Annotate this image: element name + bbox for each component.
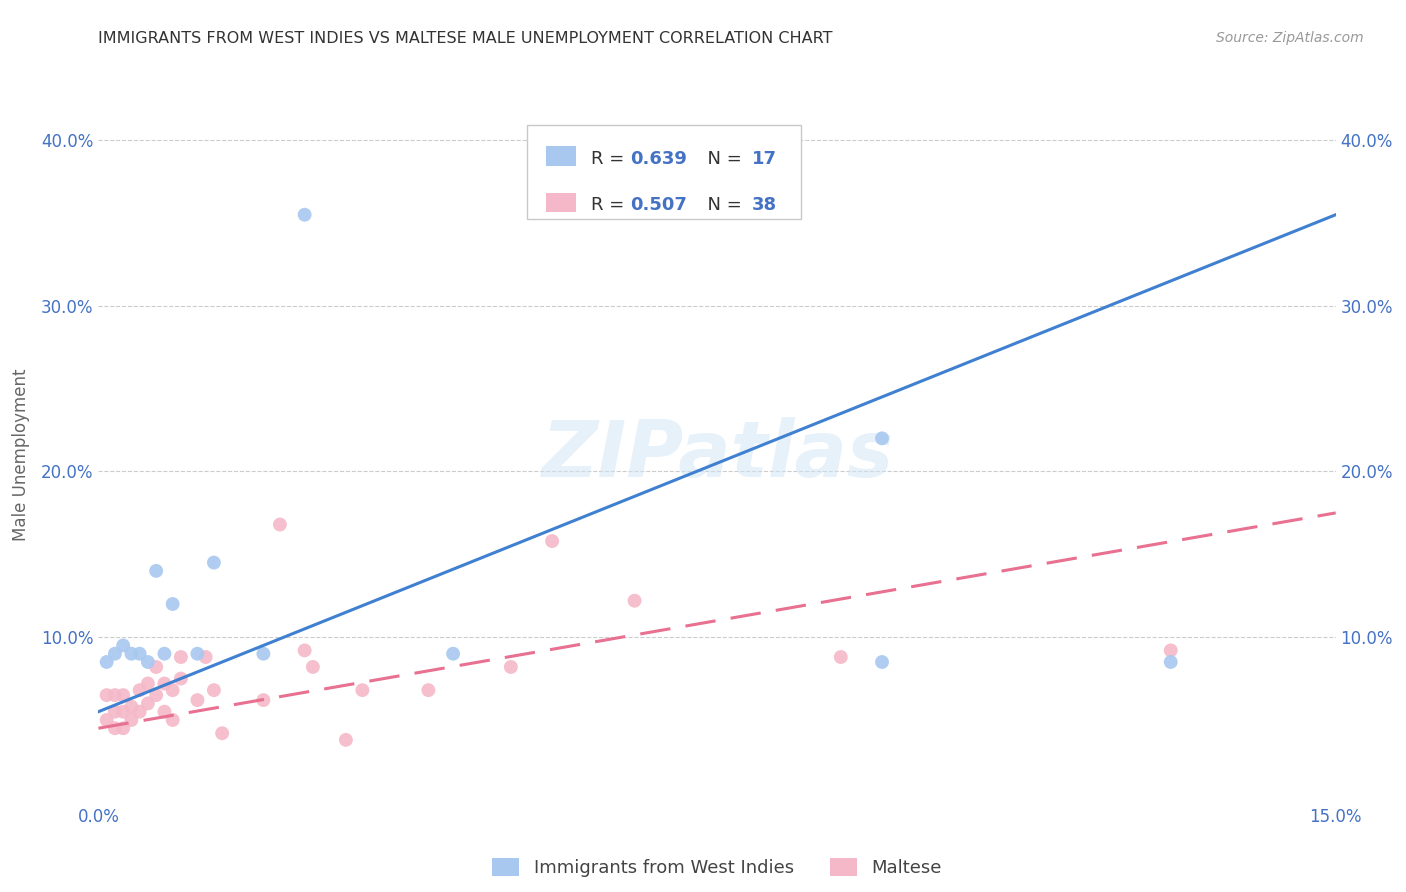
Text: 38: 38 bbox=[752, 196, 778, 214]
Point bbox=[120, 647, 142, 661]
Point bbox=[194, 650, 217, 665]
Point bbox=[96, 655, 118, 669]
Point bbox=[112, 705, 135, 719]
Point bbox=[830, 650, 852, 665]
Point bbox=[211, 726, 233, 740]
Point bbox=[128, 647, 150, 661]
Point bbox=[352, 683, 374, 698]
Point bbox=[294, 208, 316, 222]
Point bbox=[1160, 643, 1182, 657]
Point bbox=[145, 564, 167, 578]
Text: N =: N = bbox=[696, 150, 748, 168]
Y-axis label: Male Unemployment: Male Unemployment bbox=[11, 368, 30, 541]
Text: Source: ZipAtlas.com: Source: ZipAtlas.com bbox=[1216, 31, 1364, 45]
Point bbox=[153, 676, 176, 690]
Point bbox=[104, 688, 127, 702]
Point bbox=[162, 713, 184, 727]
Point bbox=[1160, 655, 1182, 669]
Point bbox=[136, 697, 159, 711]
Text: R =: R = bbox=[591, 196, 630, 214]
Point bbox=[252, 693, 274, 707]
Point bbox=[441, 647, 464, 661]
Point bbox=[499, 660, 522, 674]
Point bbox=[153, 647, 176, 661]
Point bbox=[162, 597, 184, 611]
Point bbox=[335, 732, 357, 747]
Point bbox=[96, 713, 118, 727]
Text: R =: R = bbox=[591, 150, 630, 168]
Point bbox=[120, 713, 142, 727]
Point bbox=[136, 655, 159, 669]
Text: 0.507: 0.507 bbox=[630, 196, 686, 214]
Point bbox=[120, 699, 142, 714]
Text: N =: N = bbox=[696, 196, 748, 214]
Point bbox=[202, 556, 225, 570]
Point bbox=[269, 517, 291, 532]
Point bbox=[136, 676, 159, 690]
Point bbox=[112, 721, 135, 735]
Point bbox=[252, 647, 274, 661]
Point bbox=[112, 688, 135, 702]
Point bbox=[302, 660, 325, 674]
Point bbox=[128, 683, 150, 698]
Point bbox=[162, 683, 184, 698]
Point bbox=[104, 721, 127, 735]
Point bbox=[186, 647, 208, 661]
Point bbox=[145, 660, 167, 674]
Point bbox=[128, 705, 150, 719]
Point bbox=[870, 655, 893, 669]
Point bbox=[623, 593, 645, 607]
Point bbox=[418, 683, 440, 698]
Point bbox=[112, 639, 135, 653]
Text: 0.639: 0.639 bbox=[630, 150, 686, 168]
Point bbox=[96, 688, 118, 702]
Point bbox=[294, 643, 316, 657]
Point bbox=[170, 672, 193, 686]
Point bbox=[202, 683, 225, 698]
Point bbox=[104, 647, 127, 661]
Point bbox=[870, 431, 893, 445]
Text: IMMIGRANTS FROM WEST INDIES VS MALTESE MALE UNEMPLOYMENT CORRELATION CHART: IMMIGRANTS FROM WEST INDIES VS MALTESE M… bbox=[98, 31, 832, 46]
Point bbox=[170, 650, 193, 665]
Legend: Immigrants from West Indies, Maltese: Immigrants from West Indies, Maltese bbox=[485, 850, 949, 884]
Point bbox=[541, 534, 564, 549]
Text: 17: 17 bbox=[752, 150, 778, 168]
Point bbox=[153, 705, 176, 719]
Point bbox=[186, 693, 208, 707]
Point bbox=[104, 705, 127, 719]
Text: ZIPatlas: ZIPatlas bbox=[541, 417, 893, 493]
Point bbox=[145, 688, 167, 702]
